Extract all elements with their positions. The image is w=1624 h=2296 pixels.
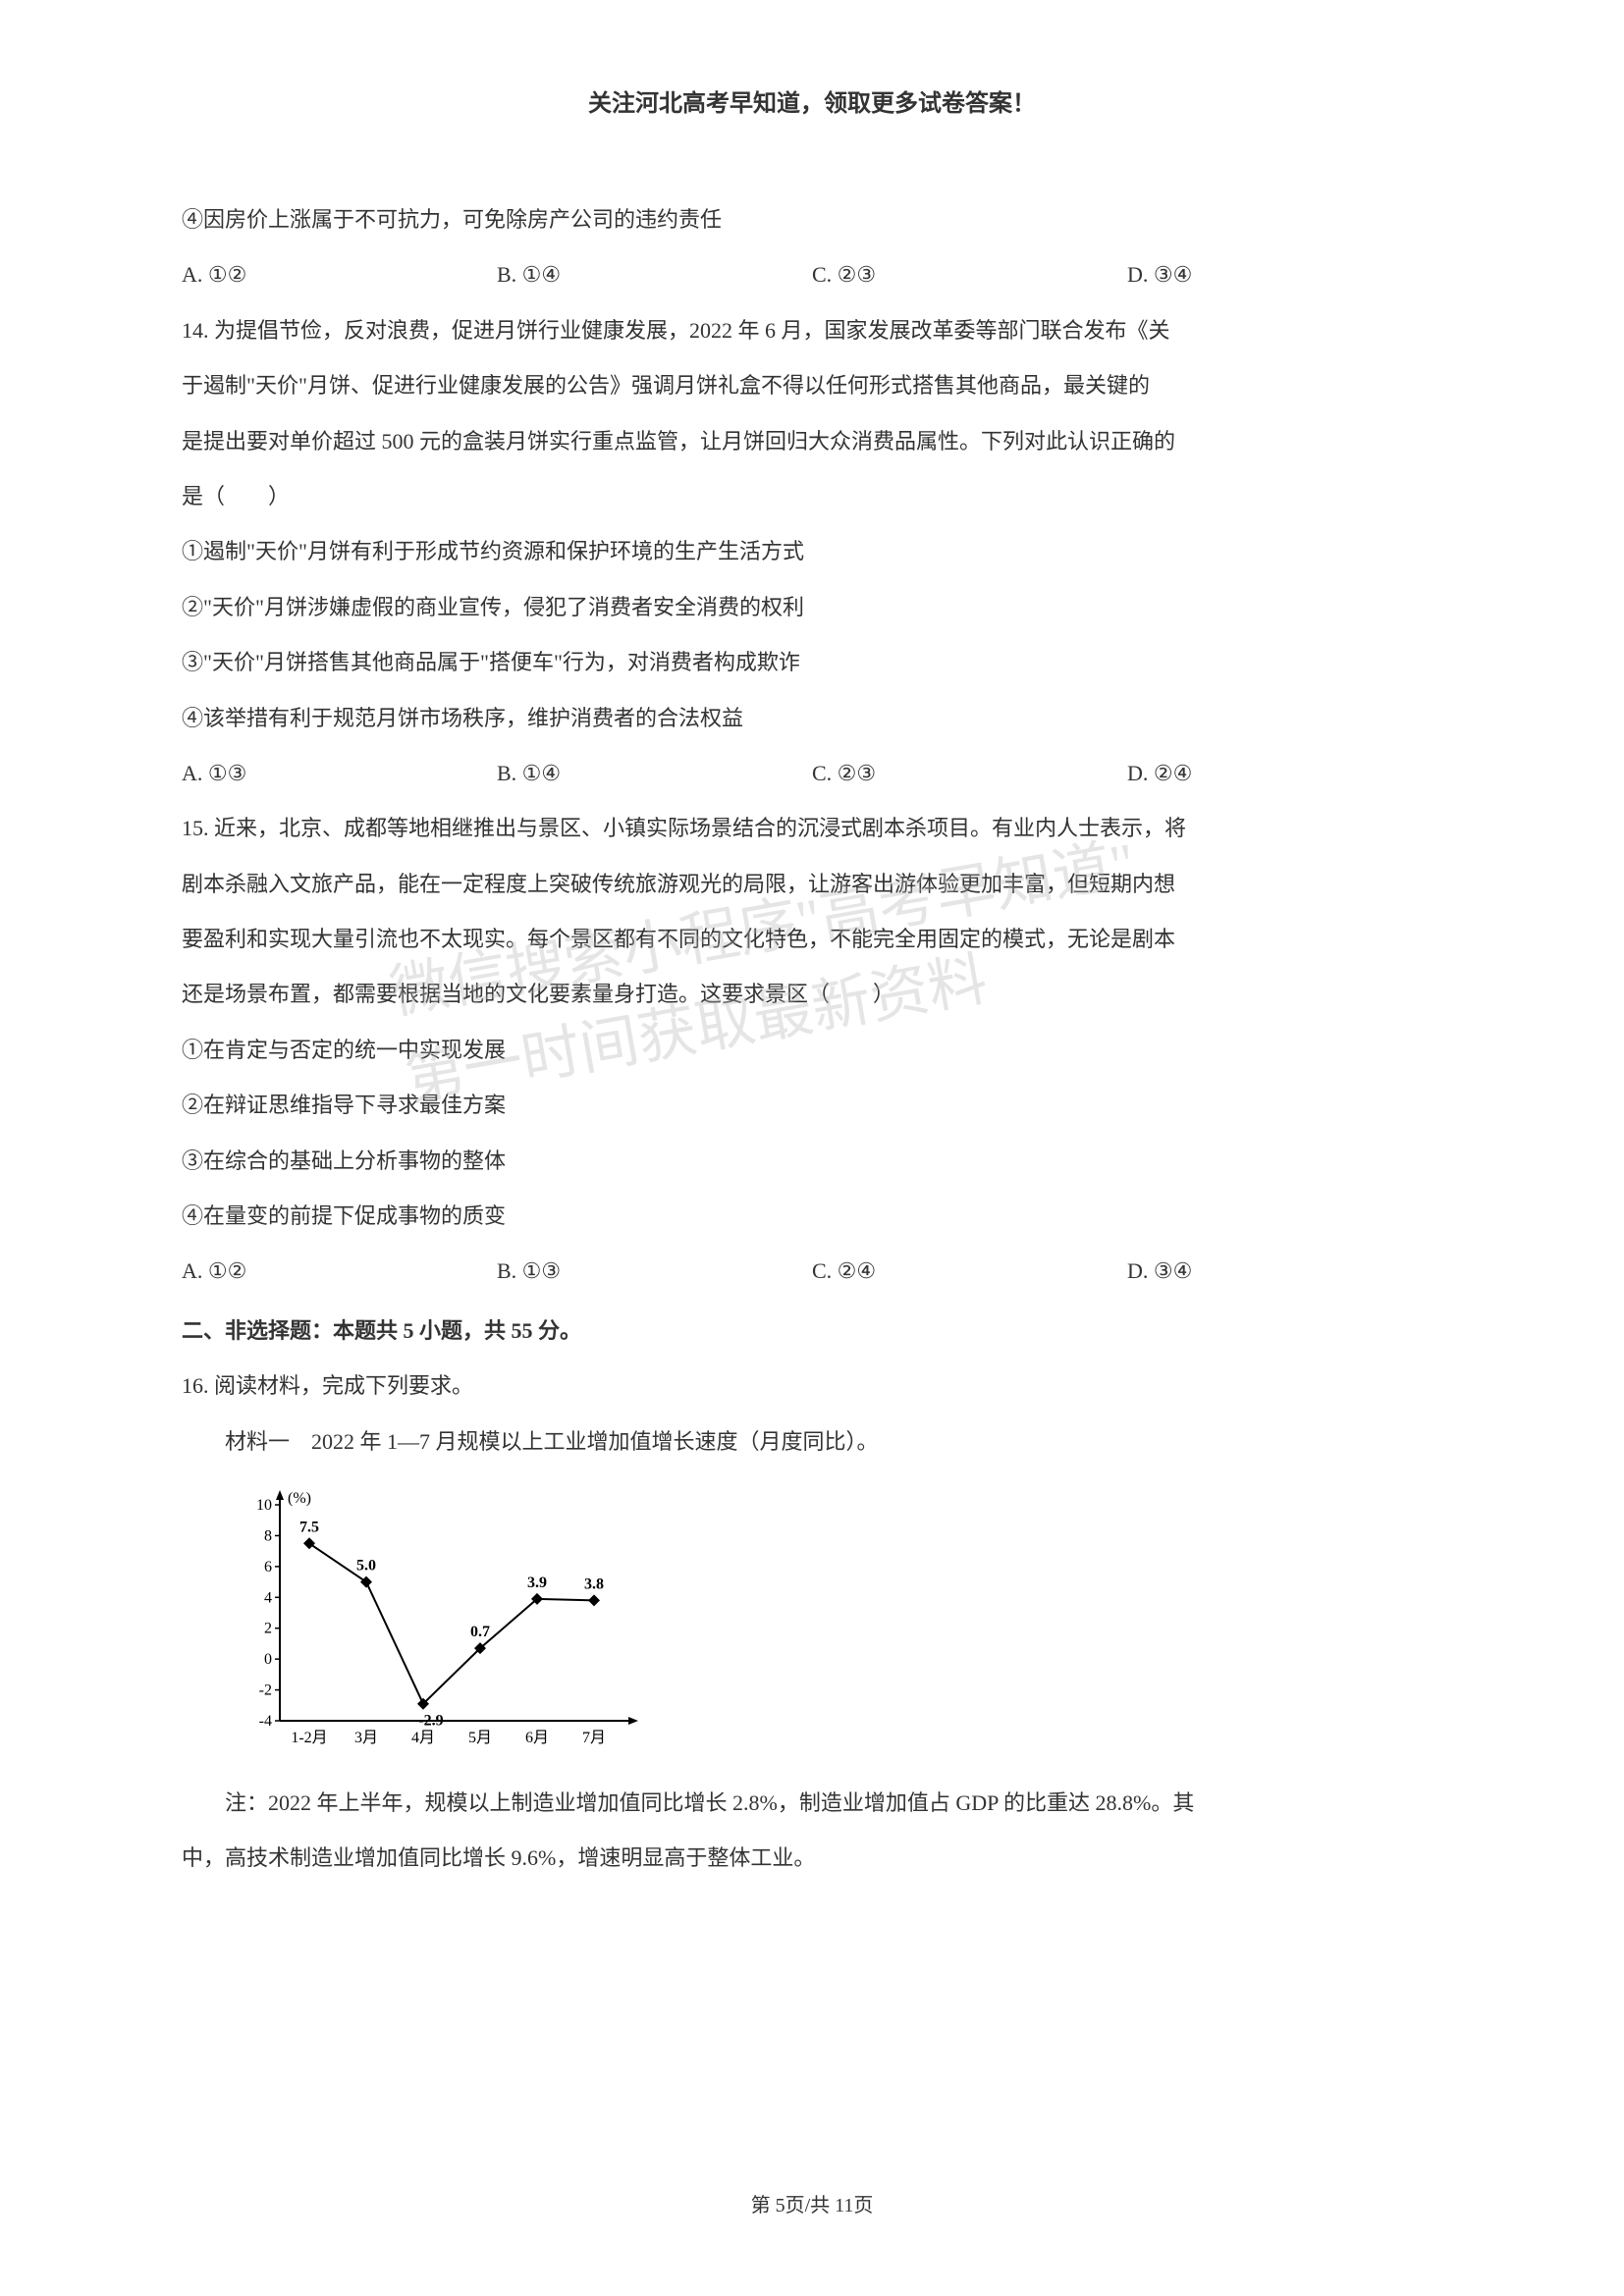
q14-item2: ②"天价"月饼涉嫌虚假的商业宣传，侵犯了消费者安全消费的权利 xyxy=(182,584,1442,631)
q13-item4: ④因房价上涨属于不可抗力，可免除房产公司的违约责任 xyxy=(182,196,1442,243)
svg-text:7月: 7月 xyxy=(582,1730,606,1746)
q13-options: A. ①② B. ①④ C. ②③ D. ③④ xyxy=(182,251,1442,298)
option-d: D. ②④ xyxy=(1127,750,1442,797)
svg-text:10: 10 xyxy=(256,1497,272,1514)
q15-item2: ②在辩证思维指导下寻求最佳方案 xyxy=(182,1082,1442,1129)
svg-text:6: 6 xyxy=(264,1559,272,1575)
svg-text:7.5: 7.5 xyxy=(299,1519,319,1535)
svg-text:6月: 6月 xyxy=(525,1730,549,1746)
q14-stem-line4: 是（ ） xyxy=(182,473,1442,520)
q15-stem-line4: 还是场景布置，都需要根据当地的文化要素量身打造。这要求景区（ ） xyxy=(182,971,1442,1018)
q14-stem-line3: 是提出要对单价超过 500 元的盒装月饼实行重点监管，让月饼回归大众消费品属性。… xyxy=(182,418,1442,465)
q14-stem-line1: 14. 为提倡节俭，反对浪费，促进月饼行业健康发展，2022 年 6 月，国家发… xyxy=(182,307,1442,354)
svg-text:5.0: 5.0 xyxy=(356,1558,376,1575)
content-area: ④因房价上涨属于不可抗力，可免除房产公司的违约责任 A. ①② B. ①④ C.… xyxy=(0,118,1624,1883)
q15-item4: ④在量变的前提下促成事物的质变 xyxy=(182,1193,1442,1240)
option-a: A. ①③ xyxy=(182,750,497,797)
svg-text:-2: -2 xyxy=(259,1682,272,1699)
q15-stem-line3: 要盈利和实现大量引流也不太现实。每个景区都有不同的文化特色，不能完全用固定的模式… xyxy=(182,916,1442,963)
page-header: 关注河北高考早知道，领取更多试卷答案！ xyxy=(0,0,1624,118)
growth-chart: (%) -4 -2 0 2 4 6 8 10 1-2月 3月 4月 5月 6月 7月 7.5 5.0 -2.9 0.… xyxy=(231,1485,643,1760)
svg-text:-4: -4 xyxy=(259,1713,272,1730)
chart-svg: (%) -4 -2 0 2 4 6 8 10 1-2月 3月 4月 5月 6月 7月 7.5 5.0 -2.9 0.… xyxy=(231,1485,643,1760)
svg-text:3.8: 3.8 xyxy=(584,1575,604,1592)
q15-options: A. ①② B. ①③ C. ②④ D. ③④ xyxy=(182,1248,1442,1295)
svg-text:8: 8 xyxy=(264,1527,272,1544)
q15-item1: ①在肯定与否定的统一中实现发展 xyxy=(182,1027,1442,1074)
q14-stem-line2: 于遏制"天价"月饼、促进行业健康发展的公告》强调月饼礼盒不得以任何形式搭售其他商… xyxy=(182,362,1442,409)
svg-text:0: 0 xyxy=(264,1651,272,1668)
option-a: A. ①② xyxy=(182,1248,497,1295)
option-a: A. ①② xyxy=(182,251,497,298)
svg-text:5月: 5月 xyxy=(468,1730,492,1746)
q14-item3: ③"天价"月饼搭售其他商品属于"搭便车"行为，对消费者构成欺诈 xyxy=(182,639,1442,686)
option-c: C. ②③ xyxy=(812,251,1127,298)
q15-item3: ③在综合的基础上分析事物的整体 xyxy=(182,1138,1442,1185)
q16-note1: 注：2022 年上半年，规模以上制造业增加值同比增长 2.8%，制造业增加值占 … xyxy=(182,1780,1442,1827)
svg-text:4月: 4月 xyxy=(411,1730,435,1746)
q16-material1: 材料一 2022 年 1—7 月规模以上工业增加值增长速度（月度同比）。 xyxy=(182,1418,1442,1466)
page-number: 第 5页/共 11页 xyxy=(751,2195,874,2216)
header-title: 关注河北高考早知道，领取更多试卷答案！ xyxy=(588,91,1036,117)
q14-item4: ④该举措有利于规范月饼市场秩序，维护消费者的合法权益 xyxy=(182,695,1442,742)
q14-options: A. ①③ B. ①④ C. ②③ D. ②④ xyxy=(182,750,1442,797)
section2-title: 二、非选择题：本题共 5 小题，共 55 分。 xyxy=(182,1308,1442,1355)
option-b: B. ①④ xyxy=(497,251,812,298)
option-d: D. ③④ xyxy=(1127,1248,1442,1295)
svg-text:3.9: 3.9 xyxy=(527,1575,547,1591)
svg-text:1-2月: 1-2月 xyxy=(291,1730,327,1746)
option-c: C. ②④ xyxy=(812,1248,1127,1295)
svg-text:4: 4 xyxy=(264,1589,272,1606)
option-d: D. ③④ xyxy=(1127,251,1442,298)
option-c: C. ②③ xyxy=(812,750,1127,797)
svg-text:3月: 3月 xyxy=(354,1730,378,1746)
q15-stem-line1: 15. 近来，北京、成都等地相继推出与景区、小镇实际场景结合的沉浸式剧本杀项目。… xyxy=(182,805,1442,852)
svg-text:-2.9: -2.9 xyxy=(418,1713,443,1730)
svg-text:2: 2 xyxy=(264,1621,272,1637)
q16-stem: 16. 阅读材料，完成下列要求。 xyxy=(182,1362,1442,1410)
option-b: B. ①③ xyxy=(497,1248,812,1295)
option-b: B. ①④ xyxy=(497,750,812,797)
q15-stem-line2: 剧本杀融入文旅产品，能在一定程度上突破传统旅游观光的局限，让游客出游体验更加丰富… xyxy=(182,861,1442,908)
q16-note2: 中，高技术制造业增加值同比增长 9.6%，增速明显高于整体工业。 xyxy=(182,1835,1442,1882)
svg-text:0.7: 0.7 xyxy=(470,1624,490,1640)
page-footer: 第 5页/共 11页 xyxy=(0,2189,1624,2217)
q14-item1: ①遏制"天价"月饼有利于形成节约资源和保护环境的生产生活方式 xyxy=(182,528,1442,575)
svg-text:(%): (%) xyxy=(288,1490,311,1507)
